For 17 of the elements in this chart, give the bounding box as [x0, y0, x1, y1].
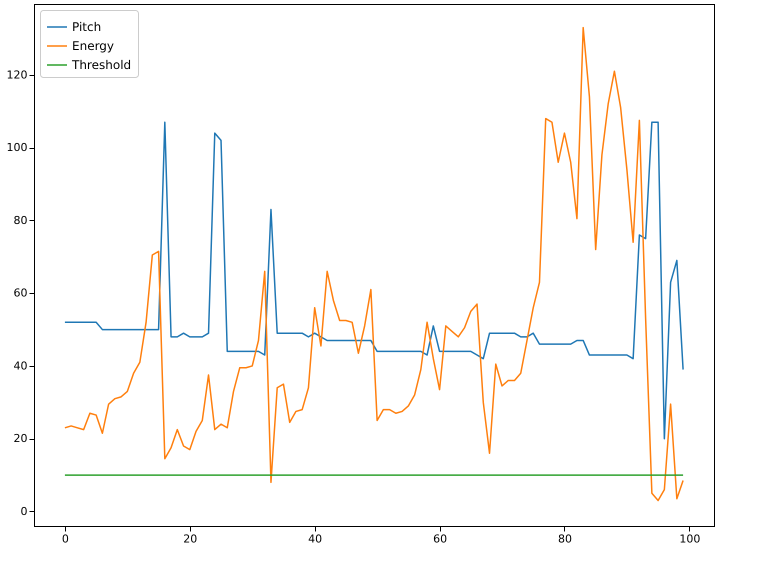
legend-label: Threshold: [71, 58, 132, 72]
y-tick-label: 20: [14, 432, 28, 446]
x-tick-label: 40: [308, 532, 322, 546]
x-tick-label: 20: [183, 532, 198, 546]
y-tick-label: 60: [14, 286, 28, 300]
y-tick-label: 100: [6, 141, 28, 154]
legend-label: Energy: [72, 39, 114, 53]
y-tick-label: 120: [6, 68, 28, 82]
x-tick-label: 0: [62, 532, 69, 546]
legend-label: Pitch: [72, 20, 102, 34]
line-series: [64, 121, 684, 440]
y-tick-label: 80: [14, 214, 28, 227]
x-tick-label: 80: [558, 532, 572, 546]
x-tick-label: 100: [679, 532, 700, 546]
y-tick-label: 40: [14, 359, 28, 372]
y-tick-label: 0: [20, 504, 28, 518]
x-tick-label: 60: [433, 532, 448, 546]
